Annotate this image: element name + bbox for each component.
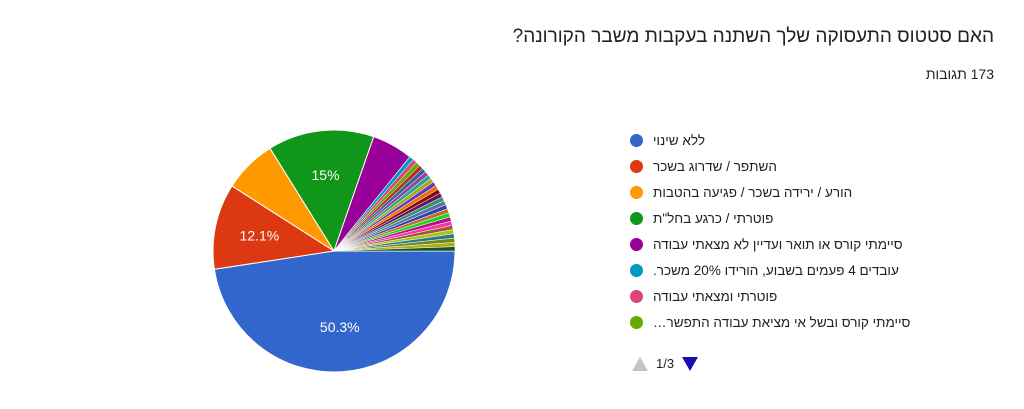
previous-page-icon[interactable] <box>632 356 648 371</box>
legend-item: עובדים 4 פעמים בשבוע, הורידו 20% משכר. <box>630 257 960 283</box>
legend-label: סיימתי קורס ובשל אי מציאת עבודה התפשר… <box>653 314 911 330</box>
legend-label: הורע / ירידה בשכר / פגיעה בהטבות <box>653 184 853 200</box>
legend-item: הורע / ירידה בשכר / פגיעה בהטבות <box>630 179 960 205</box>
legend-swatch <box>630 263 643 277</box>
pie-slice <box>333 246 456 252</box>
legend-swatch <box>630 237 643 251</box>
pie-data-label: 15% <box>312 167 340 183</box>
legend-label: פוטרתי ומצאתי עבודה <box>653 288 778 304</box>
legend-label: השתפר / שדרוג בשכר <box>653 158 777 174</box>
legend-swatch <box>630 185 643 199</box>
legend-item: השתפר / שדרוג בשכר <box>630 153 960 179</box>
pie-slice <box>269 129 375 253</box>
response-count: 173 תגובות <box>925 66 994 82</box>
legend-swatch <box>630 211 643 225</box>
legend-swatch <box>630 133 643 147</box>
page-indicator: 1/3 <box>656 356 675 371</box>
legend-swatch <box>630 315 643 329</box>
legend-pager: 1/3 <box>632 356 699 371</box>
legend-item: פוטרתי / כרגע בחל"ת <box>630 205 960 231</box>
legend-swatch <box>630 159 643 173</box>
legend-label: עובדים 4 פעמים בשבוע, הורידו 20% משכר. <box>653 262 899 278</box>
legend-label: סיימתי קורס או תואר ועדיין לא מצאתי עבוד… <box>653 236 903 252</box>
question-title: האם סטטוס התעסוקה שלך השתנה בעקבות משבר … <box>512 26 994 47</box>
chart-legend: ללא שינוי השתפר / שדרוג בשכר הורע / ירידה … <box>630 127 960 335</box>
legend-item: סיימתי קורס או תואר ועדיין לא מצאתי עבוד… <box>630 231 960 257</box>
legend-label: ללא שינוי <box>653 132 706 148</box>
pie-slice <box>212 185 336 270</box>
pie-data-label: 12.1% <box>240 227 280 243</box>
legend-label: פוטרתי / כרגע בחל"ת <box>653 210 774 226</box>
next-page-icon[interactable] <box>682 356 699 371</box>
pie-data-label: 50.3% <box>320 319 360 335</box>
legend-swatch <box>630 289 643 303</box>
legend-item: ללא שינוי <box>630 127 960 153</box>
legend-item: סיימתי קורס ובשל אי מציאת עבודה התפשר… <box>630 309 960 335</box>
pie-chart: 50.3% 12.1% 15% <box>212 129 456 373</box>
legend-item: פוטרתי ומצאתי עבודה <box>630 283 960 309</box>
pie-slice <box>213 250 456 373</box>
